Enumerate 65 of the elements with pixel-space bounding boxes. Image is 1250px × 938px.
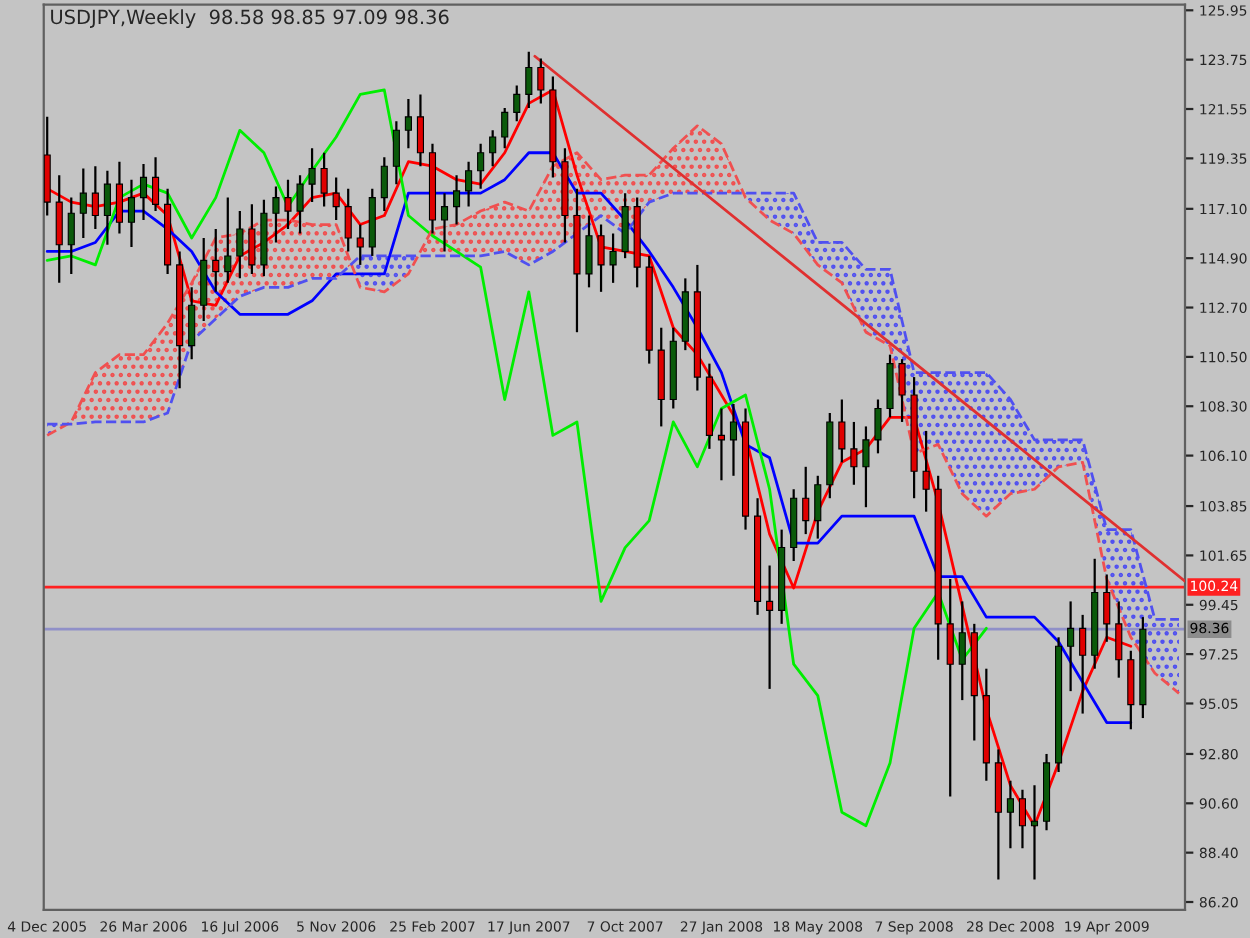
candlestick [597,223,605,293]
candlestick [838,398,846,464]
candlestick [477,142,485,190]
candlestick [344,187,352,253]
candlestick [127,178,136,249]
candlestick [766,564,774,691]
candlestick [404,97,412,150]
candlestick [103,169,111,246]
candlestick [1127,649,1135,731]
line-series [45,191,1181,621]
candlestick [1018,788,1027,850]
candlestick [188,286,196,361]
candlestick [200,236,208,323]
candlestick [525,50,533,109]
candlestick [862,425,870,509]
candlestick [501,106,509,150]
candlestick [91,165,99,231]
candlestick [440,192,449,253]
candlestick [537,57,545,105]
candlestick [609,232,617,284]
candlestick [67,196,75,275]
candlestick [922,429,930,513]
candlestick [380,156,388,213]
candlestick [284,178,292,231]
candlestick [850,420,858,486]
candlestick [296,174,304,235]
candlestick [717,407,726,482]
candlestick [248,203,256,275]
candlestick [489,129,497,168]
candlestick [1115,600,1123,679]
chart-title: USDJPY,Weekly 98.58 98.85 97.09 98.36 [51,9,449,29]
candlestick [465,160,473,208]
candlestick [513,84,521,123]
candlestick [958,600,966,702]
candlestick [356,223,364,267]
candlestick [452,174,461,226]
candlestick [621,192,629,260]
candlestick [55,174,63,284]
candlestick [802,465,810,536]
candlestick [151,156,160,213]
candlestick [814,474,822,540]
candlestick [320,151,328,208]
candlestick [139,162,148,222]
candlestick [585,214,593,289]
candlestick [729,402,738,477]
candlestick [115,160,123,235]
candlestick [1103,573,1111,643]
candlestick [898,358,906,424]
candlestick [946,577,954,798]
candlestick [212,227,220,293]
candlestick [416,93,425,168]
candlestick [886,353,894,419]
candlestick [224,196,232,284]
candlestick [392,120,400,186]
candlestick [1079,613,1087,715]
candlestick [1030,784,1039,881]
candlestick [236,209,244,280]
candlestick [1006,779,1014,850]
candlestick [1067,600,1075,693]
candlestick [874,398,882,455]
candlestick [308,147,316,204]
candlestick [79,167,87,240]
candlestick [43,115,51,217]
candlestick [272,185,280,244]
candlestick [332,176,340,222]
